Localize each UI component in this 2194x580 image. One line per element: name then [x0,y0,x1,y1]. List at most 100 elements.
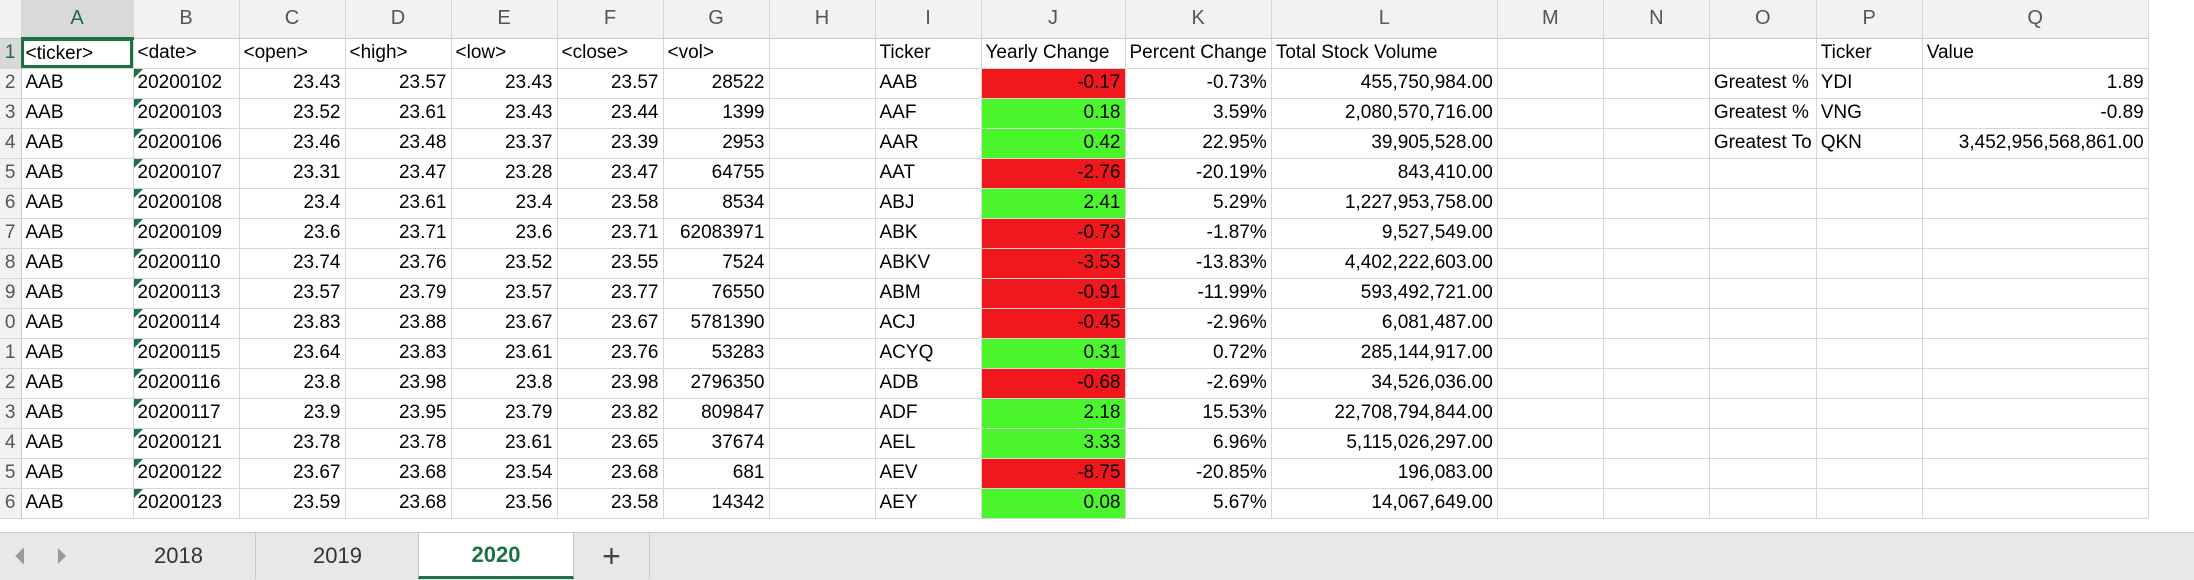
cell-d-2[interactable]: 23.57 [345,68,452,99]
cell-b-5[interactable]: 20200107 [133,158,240,189]
cell-b-3[interactable]: 20200103 [133,98,240,129]
cell-p-6[interactable] [1816,188,1923,219]
cell-l-1[interactable]: Total Stock Volume [1271,38,1498,69]
cell-d-7[interactable]: 23.71 [345,218,452,249]
cell-m-16[interactable] [1497,488,1604,519]
cell-q-2[interactable]: 1.89 [1922,68,2149,99]
cell-i-10[interactable]: ACJ [875,308,982,339]
cell-a-6[interactable]: AAB [21,188,134,219]
cell-a-11[interactable]: AAB [21,338,134,369]
cell-d-1[interactable]: <high> [345,38,452,69]
cell-m-12[interactable] [1497,368,1604,399]
cell-l-11[interactable]: 285,144,917.00 [1271,338,1498,369]
cell-o-1[interactable] [1709,38,1817,69]
cell-l-7[interactable]: 9,527,549.00 [1271,218,1498,249]
cell-e-11[interactable]: 23.61 [451,338,558,369]
cell-p-4[interactable]: QKN [1816,128,1923,159]
cell-o-10[interactable] [1709,308,1817,339]
row-header[interactable]: 2 [0,368,22,399]
cell-m-13[interactable] [1497,398,1604,429]
cell-e-14[interactable]: 23.61 [451,428,558,459]
chevron-left-icon[interactable] [6,542,34,570]
cell-c-6[interactable]: 23.4 [239,188,346,219]
cell-f-7[interactable]: 23.71 [557,218,664,249]
cell-n-4[interactable] [1603,128,1710,159]
row-header[interactable]: 7 [0,218,22,249]
cell-i-11[interactable]: ACYQ [875,338,982,369]
cell-m-3[interactable] [1497,98,1604,129]
cell-q-5[interactable] [1922,158,2149,189]
cell-q-15[interactable] [1922,458,2149,489]
cell-c-8[interactable]: 23.74 [239,248,346,279]
cell-l-8[interactable]: 4,402,222,603.00 [1271,248,1498,279]
cell-k-8[interactable]: -13.83% [1125,248,1272,279]
cell-c-3[interactable]: 23.52 [239,98,346,129]
cell-n-14[interactable] [1603,428,1710,459]
cell-q-16[interactable] [1922,488,2149,519]
cell-n-13[interactable] [1603,398,1710,429]
column-header-n[interactable]: N [1603,0,1710,39]
cell-d-8[interactable]: 23.76 [345,248,452,279]
column-header-b[interactable]: B [133,0,240,39]
cell-b-10[interactable]: 20200114 [133,308,240,339]
cell-h-9[interactable] [769,278,876,309]
cell-a-15[interactable]: AAB [21,458,134,489]
cell-b-2[interactable]: 20200102 [133,68,240,99]
chevron-right-icon[interactable] [48,542,76,570]
cell-i-9[interactable]: ABM [875,278,982,309]
column-header-h[interactable]: H [769,0,876,39]
cell-n-3[interactable] [1603,98,1710,129]
column-header-i[interactable]: I [875,0,982,39]
cell-c-10[interactable]: 23.83 [239,308,346,339]
cell-g-3[interactable]: 1399 [663,98,770,129]
cell-n-8[interactable] [1603,248,1710,279]
cell-a-12[interactable]: AAB [21,368,134,399]
cell-b-11[interactable]: 20200115 [133,338,240,369]
cell-g-13[interactable]: 809847 [663,398,770,429]
cell-b-4[interactable]: 20200106 [133,128,240,159]
cell-q-13[interactable] [1922,398,2149,429]
cell-n-15[interactable] [1603,458,1710,489]
cell-e-3[interactable]: 23.43 [451,98,558,129]
cell-h-16[interactable] [769,488,876,519]
column-header-q[interactable]: Q [1922,0,2149,39]
cell-e-4[interactable]: 23.37 [451,128,558,159]
cell-e-5[interactable]: 23.28 [451,158,558,189]
cell-a-8[interactable]: AAB [21,248,134,279]
cell-a-9[interactable]: AAB [21,278,134,309]
cell-p-13[interactable] [1816,398,1923,429]
column-header-f[interactable]: F [557,0,664,39]
cell-n-5[interactable] [1603,158,1710,189]
cell-f-3[interactable]: 23.44 [557,98,664,129]
cell-a-13[interactable]: AAB [21,398,134,429]
cell-e-16[interactable]: 23.56 [451,488,558,519]
cell-q-8[interactable] [1922,248,2149,279]
cell-o-16[interactable] [1709,488,1817,519]
cell-d-11[interactable]: 23.83 [345,338,452,369]
cell-e-15[interactable]: 23.54 [451,458,558,489]
cell-h-4[interactable] [769,128,876,159]
column-header-l[interactable]: L [1271,0,1498,39]
cell-g-14[interactable]: 37674 [663,428,770,459]
cell-i-15[interactable]: AEV [875,458,982,489]
cell-g-9[interactable]: 76550 [663,278,770,309]
cell-i-14[interactable]: AEL [875,428,982,459]
cell-d-9[interactable]: 23.79 [345,278,452,309]
cell-b-9[interactable]: 20200113 [133,278,240,309]
cell-q-12[interactable] [1922,368,2149,399]
cell-f-11[interactable]: 23.76 [557,338,664,369]
column-header-o[interactable]: O [1709,0,1817,39]
cell-l-16[interactable]: 14,067,649.00 [1271,488,1498,519]
cell-p-14[interactable] [1816,428,1923,459]
cell-q-4[interactable]: 3,452,956,568,861.00 [1922,128,2149,159]
cell-k-14[interactable]: 6.96% [1125,428,1272,459]
cell-g-6[interactable]: 8534 [663,188,770,219]
cell-m-2[interactable] [1497,68,1604,99]
cell-j-15[interactable]: -8.75 [981,458,1126,489]
cell-i-16[interactable]: AEY [875,488,982,519]
cell-p-3[interactable]: VNG [1816,98,1923,129]
cell-k-13[interactable]: 15.53% [1125,398,1272,429]
cell-a-14[interactable]: AAB [21,428,134,459]
cell-a-7[interactable]: AAB [21,218,134,249]
